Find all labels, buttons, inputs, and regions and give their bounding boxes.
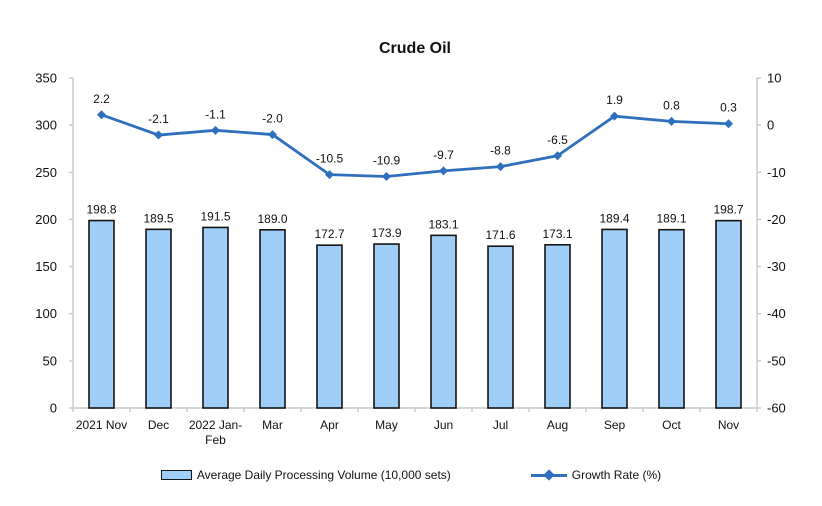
right-axis-tick-label: 10 (767, 71, 781, 86)
left-axis-tick-label: 0 (50, 401, 57, 416)
line-point-marker (553, 151, 562, 161)
bar (316, 244, 343, 409)
line-value-label: 1.9 (606, 93, 623, 107)
legend-item-line-series: Growth Rate (%) (530, 468, 662, 482)
line-point-marker (211, 125, 220, 135)
x-axis-category-label: 2022 Jan-Feb (189, 418, 242, 447)
x-axis-category-label: Apr (320, 418, 339, 432)
x-axis-category-label: Nov (718, 418, 739, 432)
line-point-marker (382, 172, 391, 182)
bar-value-label: 198.8 (86, 203, 116, 217)
bar-value-label: 183.1 (428, 217, 458, 231)
line-value-label: -2.1 (148, 112, 169, 126)
legend-item-bar-series: Average Daily Processing Volume (10,000 … (160, 468, 451, 482)
bar-value-label: 198.7 (713, 203, 743, 217)
bar (601, 228, 628, 409)
bar (373, 243, 400, 409)
right-axis-tick-label: -20 (767, 212, 786, 227)
right-axis-tick-label: -10 (767, 165, 786, 180)
x-axis-category-label: Jun (434, 418, 453, 432)
line-point-marker (496, 162, 505, 172)
x-axis-category-label: 2021 Nov (76, 418, 127, 432)
bar-value-label: 171.6 (485, 228, 515, 242)
x-axis-category-label: Aug (547, 418, 568, 432)
line-point-marker (325, 170, 334, 180)
bar (259, 229, 286, 409)
line-value-label: -10.9 (373, 154, 401, 168)
line-value-label: -8.8 (490, 144, 511, 158)
line-point-marker (439, 166, 448, 176)
line-point-marker (154, 130, 163, 140)
bar (658, 228, 685, 409)
line-series-marker-icon (530, 469, 567, 481)
line-value-label: -2.0 (262, 112, 283, 126)
bar (145, 228, 172, 409)
x-axis-category-label: Sep (604, 418, 626, 432)
bar (430, 234, 457, 409)
bar (202, 226, 229, 409)
line-value-label: -9.7 (433, 148, 454, 162)
line-value-label: 0.3 (720, 101, 737, 115)
x-axis-category-label: May (375, 418, 398, 432)
bar-value-label: 189.0 (257, 212, 287, 226)
line-point-marker (610, 111, 619, 121)
line-point-marker (268, 130, 277, 140)
left-axis-tick-label: 100 (35, 306, 57, 321)
left-axis-tick-label: 250 (35, 165, 57, 180)
legend-label-bar-series: Average Daily Processing Volume (10,000 … (196, 468, 451, 482)
left-axis-tick-label: 50 (43, 353, 57, 368)
line-point-marker (724, 119, 733, 129)
bar (544, 243, 571, 409)
right-axis-tick-label: -60 (767, 401, 786, 416)
bar-value-label: 189.1 (656, 212, 686, 226)
growth-rate-line (100, 113, 730, 178)
left-axis-tick-label: 150 (35, 259, 57, 274)
line-point-marker (97, 110, 106, 120)
right-axis-tick-label: -30 (767, 259, 786, 274)
line-point-marker (667, 116, 676, 126)
bar-value-label: 189.5 (143, 211, 173, 225)
bar-series-swatch-icon (160, 470, 192, 480)
bar-value-label: 173.1 (542, 227, 572, 241)
legend: Average Daily Processing Volume (10,000 … (0, 468, 822, 482)
right-axis-tick-label: -50 (767, 353, 786, 368)
data-labels-group: 198.8 189.5 191.5 189.0 172.7 173.9 183.1 171.6… (86, 92, 743, 242)
bar (715, 219, 742, 409)
bar-value-label: 189.4 (599, 211, 629, 225)
right-axis-tick-label: -40 (767, 306, 786, 321)
x-axis-category-label: Oct (662, 418, 681, 432)
left-axis-tick-label: 300 (35, 118, 57, 133)
bar-value-label: 173.9 (371, 226, 401, 240)
left-axis-tick-label: 200 (35, 212, 57, 227)
x-axis-category-label: Jul (493, 418, 508, 432)
bar (88, 219, 115, 409)
legend-label-line-series: Growth Rate (%) (571, 468, 662, 482)
line-value-label: -6.5 (547, 133, 568, 147)
bar-value-label: 191.5 (200, 209, 230, 223)
line-group (97, 110, 733, 182)
line-value-label: -1.1 (205, 107, 226, 121)
chart-title: Crude Oil (379, 40, 451, 57)
left-axis-tick-label: 350 (35, 71, 57, 86)
x-axis-category-label: Dec (148, 418, 169, 432)
bar-value-label: 172.7 (314, 227, 344, 241)
line-value-label: 2.2 (93, 92, 110, 106)
line-value-label: 0.8 (663, 98, 680, 112)
line-value-label: -10.5 (316, 152, 344, 166)
right-axis-tick-label: 0 (767, 118, 774, 133)
bars-group (88, 219, 742, 409)
bar (487, 245, 514, 409)
x-axis-category-label: Mar (262, 418, 283, 432)
